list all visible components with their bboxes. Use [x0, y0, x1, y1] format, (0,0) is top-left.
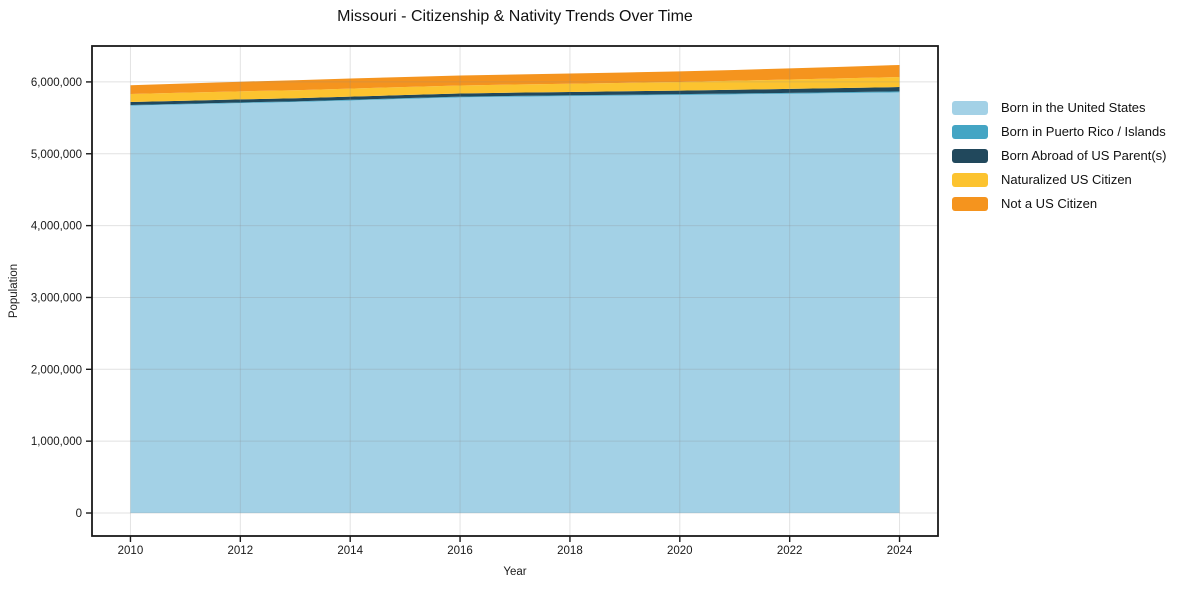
legend-label: Born in the United States	[1001, 100, 1146, 115]
legend-item-not-citizen: Not a US Citizen	[952, 196, 1166, 211]
x-axis-label: Year	[503, 566, 527, 578]
plot-frame	[91, 45, 939, 537]
legend-swatch	[952, 172, 988, 187]
y-tick-label: 0	[76, 508, 82, 520]
y-tick-label: 5,000,000	[31, 149, 82, 161]
legend: Born in the United States Born in Puerto…	[952, 100, 1166, 211]
legend-swatch	[952, 100, 988, 115]
x-tick-label: 2016	[447, 545, 473, 557]
x-tick-label: 2020	[667, 545, 693, 557]
legend-item-born-abroad: Born Abroad of US Parent(s)	[952, 148, 1166, 163]
y-tick-label: 6,000,000	[31, 77, 82, 89]
legend-item-born-in-pr-islands: Born in Puerto Rico / Islands	[952, 124, 1166, 139]
legend-label: Not a US Citizen	[1001, 196, 1098, 211]
x-tick-label: 2018	[557, 545, 583, 557]
x-tick-label: 2024	[887, 545, 913, 557]
y-tick-label: 2,000,000	[31, 364, 82, 376]
x-tick-label: 2022	[777, 545, 803, 557]
area-born-in-the-united-states	[130, 92, 900, 514]
y-tick-label: 1,000,000	[31, 436, 82, 448]
area-born-abroad-of-us-parent-s	[130, 87, 900, 105]
legend-label: Born Abroad of US Parent(s)	[1001, 148, 1167, 163]
x-tick-label: 2010	[118, 545, 144, 557]
x-tick-label: 2012	[228, 545, 254, 557]
legend-item-naturalized: Naturalized US Citizen	[952, 172, 1166, 187]
legend-swatch	[952, 148, 988, 163]
legend-item-born-in-us: Born in the United States	[952, 100, 1166, 115]
legend-label: Naturalized US Citizen	[1001, 172, 1132, 187]
legend-swatch	[952, 124, 988, 139]
x-tick-label: 2014	[337, 545, 363, 557]
y-tick-label: 3,000,000	[31, 292, 82, 304]
y-tick-label: 4,000,000	[31, 221, 82, 233]
area-naturalized-us-citizen	[130, 76, 900, 103]
legend-label: Born in Puerto Rico / Islands	[1001, 124, 1166, 139]
area-not-a-us-citizen	[130, 64, 900, 94]
area-born-in-puerto-rico-islands	[130, 91, 900, 106]
legend-swatch	[952, 196, 988, 211]
chart-title: Missouri - Citizenship & Nativity Trends…	[337, 8, 693, 25]
